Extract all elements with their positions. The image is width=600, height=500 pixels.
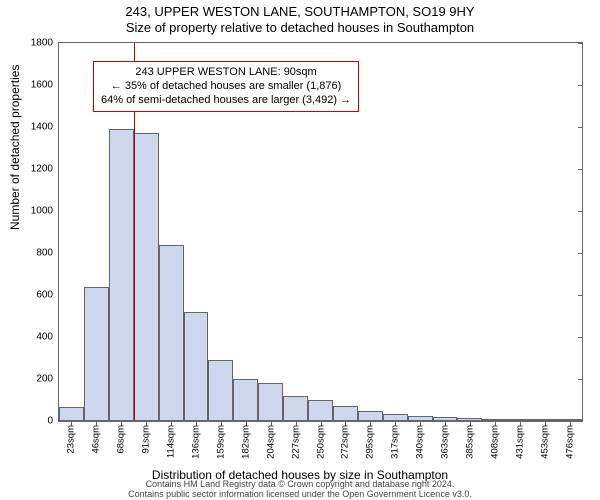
- x-tick-label: 431sqm: [514, 425, 525, 459]
- x-tick-label: 295sqm: [365, 425, 376, 459]
- footer-line-2: Contains public sector information licen…: [0, 490, 600, 499]
- x-tick-label: 68sqm: [116, 425, 127, 454]
- y-tick-label: 1800: [31, 38, 59, 49]
- x-tick-label: 204sqm: [265, 425, 276, 459]
- x-tick-label: 476sqm: [564, 425, 575, 459]
- x-tick-label: 408sqm: [489, 425, 500, 459]
- property-size-chart: 243, UPPER WESTON LANE, SOUTHAMPTON, SO1…: [0, 0, 600, 500]
- y-axis-label: Number of detached properties: [8, 65, 22, 230]
- y-tick-label: 0: [47, 416, 59, 427]
- histogram-bar: [59, 407, 84, 421]
- y-tick-label: 400: [36, 332, 59, 343]
- histogram-bar: [134, 133, 159, 421]
- x-tick-label: 23sqm: [66, 425, 77, 454]
- y-tick-mark: [578, 127, 583, 128]
- x-tick-label: 250sqm: [315, 425, 326, 459]
- y-tick-label: 1400: [31, 122, 59, 133]
- x-tick-label: 46sqm: [91, 425, 102, 454]
- histogram-bar: [283, 396, 308, 421]
- y-tick-mark: [578, 421, 583, 422]
- x-tick-label: 317sqm: [390, 425, 401, 459]
- histogram-bar: [84, 287, 109, 421]
- annotation-line: ← 35% of detached houses are smaller (1,…: [101, 80, 351, 94]
- chart-title-sub: Size of property relative to detached ho…: [0, 20, 600, 35]
- histogram-bar: [383, 414, 408, 421]
- histogram-bar: [159, 245, 184, 421]
- y-tick-label: 1600: [31, 80, 59, 91]
- y-tick-label: 1000: [31, 206, 59, 217]
- chart-footer: Contains HM Land Registry data © Crown c…: [0, 480, 600, 499]
- histogram-bar: [333, 406, 358, 421]
- y-tick-mark: [578, 85, 583, 86]
- histogram-bar: [258, 383, 283, 421]
- histogram-bar: [233, 379, 258, 421]
- y-tick-label: 600: [36, 290, 59, 301]
- x-tick-label: 340sqm: [415, 425, 426, 459]
- histogram-bar: [208, 360, 233, 421]
- y-tick-mark: [578, 43, 583, 44]
- x-tick-label: 272sqm: [340, 425, 351, 459]
- y-tick-mark: [578, 337, 583, 338]
- y-tick-mark: [578, 295, 583, 296]
- annotation-line: 243 UPPER WESTON LANE: 90sqm: [101, 66, 351, 80]
- histogram-bar: [308, 400, 333, 421]
- histogram-bar: [184, 312, 209, 421]
- histogram-bar: [109, 129, 134, 421]
- x-tick-label: 114sqm: [166, 425, 177, 458]
- annotation-line: 64% of semi-detached houses are larger (…: [101, 94, 351, 108]
- plot-area: 02004006008001000120014001600180023sqm46…: [58, 42, 583, 422]
- x-tick-label: 91sqm: [141, 425, 152, 454]
- x-tick-label: 136sqm: [190, 425, 201, 459]
- y-tick-mark: [578, 169, 583, 170]
- chart-title-main: 243, UPPER WESTON LANE, SOUTHAMPTON, SO1…: [0, 4, 600, 19]
- x-tick-label: 385sqm: [464, 425, 475, 459]
- x-tick-label: 159sqm: [215, 425, 226, 459]
- y-tick-mark: [578, 379, 583, 380]
- y-tick-label: 1200: [31, 164, 59, 175]
- y-tick-label: 200: [36, 374, 59, 385]
- histogram-bar: [358, 411, 383, 421]
- x-tick-label: 453sqm: [539, 425, 550, 459]
- y-tick-mark: [578, 211, 583, 212]
- x-tick-label: 363sqm: [440, 425, 451, 459]
- y-tick-label: 800: [36, 248, 59, 259]
- x-tick-label: 227sqm: [290, 425, 301, 459]
- annotation-box: 243 UPPER WESTON LANE: 90sqm← 35% of det…: [93, 61, 359, 112]
- y-tick-mark: [578, 253, 583, 254]
- x-tick-label: 182sqm: [240, 425, 251, 459]
